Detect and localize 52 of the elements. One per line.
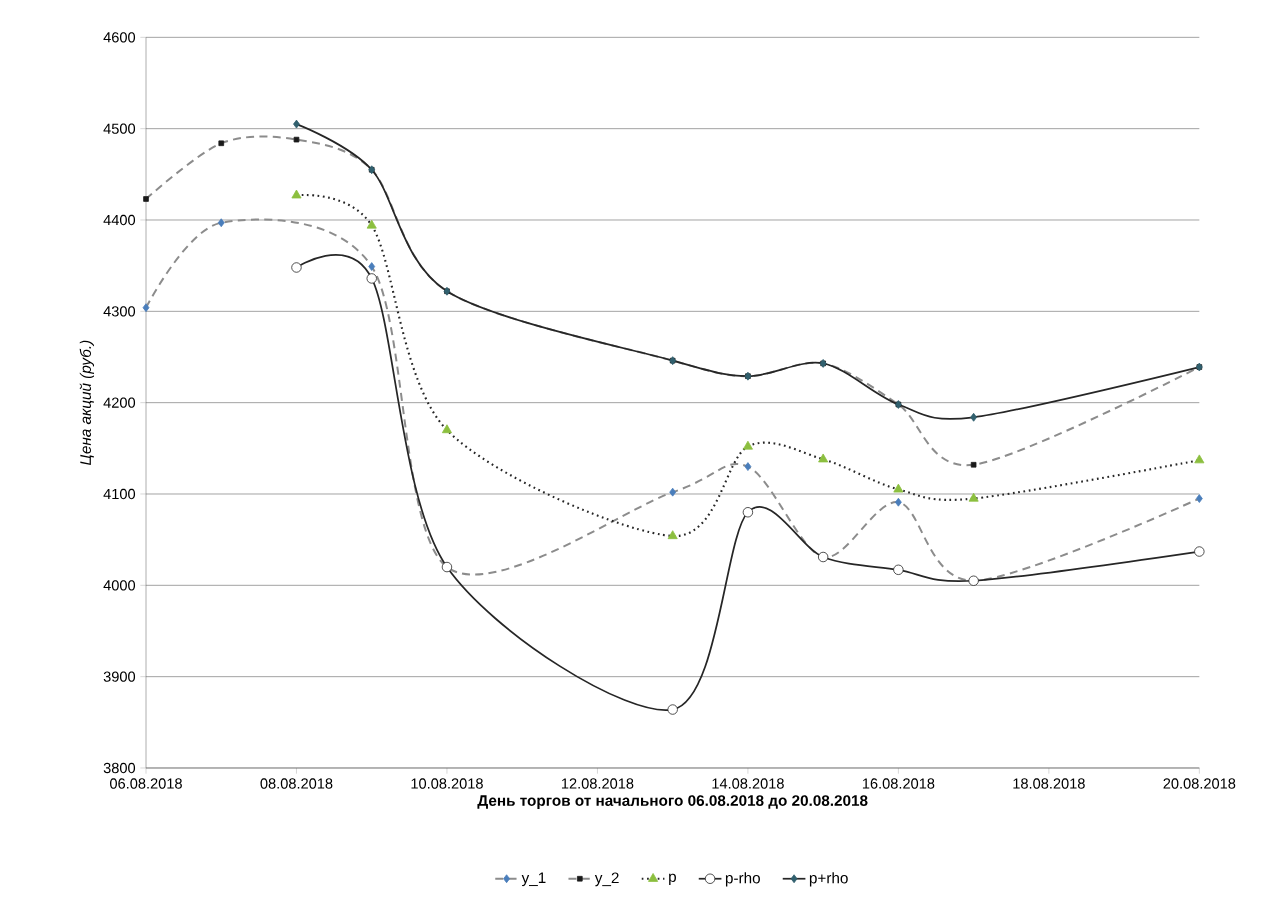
point bbox=[143, 196, 149, 202]
point bbox=[293, 137, 300, 143]
point bbox=[366, 219, 377, 229]
x-tick-label: 12.08.2018 bbox=[561, 778, 634, 789]
legend-label: p-rho bbox=[725, 872, 760, 887]
x-tick-label: 20.08.2018 bbox=[1163, 778, 1236, 789]
y-tick-label: 4100 bbox=[103, 489, 136, 500]
y-tick-label: 4500 bbox=[103, 123, 136, 135]
point bbox=[742, 440, 753, 450]
y-tick-label: 4600 bbox=[103, 32, 136, 43]
legend-label: p bbox=[669, 873, 676, 886]
x-tick-label: 14.08.2018 bbox=[712, 778, 784, 789]
point bbox=[667, 704, 678, 715]
x-axis-title: День торгов от начального 06.08.2018 до 20.08.2018 bbox=[477, 795, 868, 810]
y-tick-label: 3900 bbox=[103, 671, 136, 683]
x-tick-label: 16.08.2018 bbox=[862, 778, 935, 789]
point bbox=[217, 218, 225, 228]
point bbox=[368, 262, 376, 272]
y-tick-label: 4000 bbox=[103, 580, 136, 591]
point bbox=[893, 564, 904, 576]
point bbox=[142, 303, 150, 313]
x-tick-label: 10.08.2018 bbox=[411, 778, 483, 789]
point bbox=[895, 498, 902, 507]
point bbox=[293, 119, 300, 129]
point bbox=[968, 493, 979, 502]
point bbox=[667, 530, 678, 540]
legend-label: y_2 bbox=[594, 872, 619, 887]
point bbox=[742, 507, 754, 518]
point bbox=[669, 487, 677, 497]
legend-label: p+rho bbox=[809, 872, 848, 887]
point bbox=[744, 462, 752, 472]
y-tick-label: 4300 bbox=[103, 306, 136, 317]
point bbox=[1195, 494, 1203, 504]
legend-label: y_1 bbox=[521, 872, 546, 887]
x-tick-label: 08.08.2018 bbox=[260, 778, 333, 789]
point bbox=[218, 140, 225, 147]
point bbox=[1194, 454, 1205, 464]
x-tick-label: 06.08.2018 bbox=[110, 778, 182, 789]
x-tick-label: 18.08.2018 bbox=[1013, 778, 1085, 789]
point bbox=[366, 273, 377, 284]
point bbox=[893, 483, 904, 493]
point bbox=[1194, 546, 1205, 557]
y-tick-label: 4200 bbox=[103, 397, 136, 409]
y-tick-label: 4400 bbox=[103, 215, 136, 226]
point bbox=[818, 453, 829, 463]
point bbox=[970, 413, 978, 422]
point bbox=[970, 462, 977, 468]
point bbox=[291, 262, 302, 273]
point bbox=[441, 424, 452, 434]
y-tick-label: 3800 bbox=[103, 763, 136, 774]
point bbox=[291, 189, 302, 199]
y-axis-title: Цена акций (руб.) bbox=[79, 340, 95, 466]
